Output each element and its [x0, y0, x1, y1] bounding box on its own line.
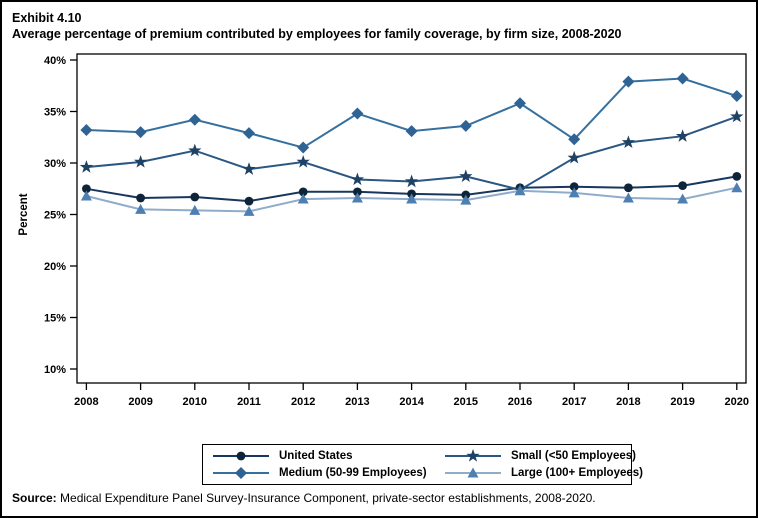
data-point	[350, 172, 365, 186]
legend-label: Large (100+ Employees)	[511, 466, 643, 479]
data-point	[678, 181, 687, 191]
x-tick-label: 2012	[291, 396, 315, 408]
y-tick-label: 20%	[44, 261, 66, 273]
line-chart: 40% 35% 30% 25% 20% 15% 10% 2008 2009 2010 2011 201…	[18, 53, 749, 408]
data-point	[79, 160, 94, 173]
data-point	[730, 109, 744, 123]
exhibit-number: Exhibit 4.10	[12, 11, 82, 25]
data-point	[296, 154, 310, 168]
data-point	[244, 196, 254, 206]
legend-marker	[235, 466, 247, 479]
x-tick-label: 2017	[562, 396, 586, 408]
data-point	[80, 124, 93, 137]
data-point	[675, 129, 690, 142]
data-point	[624, 183, 633, 193]
data-point	[136, 193, 146, 203]
data-point	[242, 162, 256, 175]
y-axis-label: Percent	[18, 193, 30, 235]
data-point	[568, 187, 580, 198]
source-note: Source: Medical Expenditure Panel Survey…	[12, 491, 596, 505]
source-label: Source:	[12, 491, 57, 505]
data-point	[569, 182, 579, 192]
legend-item: Medium (50-99 Employees)	[213, 464, 445, 481]
triangle-marker-icon	[445, 467, 501, 477]
data-point	[730, 90, 743, 103]
data-point	[188, 143, 202, 157]
data-point	[514, 97, 526, 110]
x-tick-label: 2009	[128, 396, 152, 408]
data-point	[80, 190, 92, 201]
x-tick-label: 2020	[725, 396, 749, 408]
chart-legend: United States Small (<50 Employees) Medium…	[202, 444, 643, 485]
x-tick-label: 2019	[670, 396, 694, 408]
legend-label: Small (<50 Employees)	[511, 449, 636, 462]
series-line-1	[86, 77, 738, 149]
data-point	[731, 182, 743, 193]
x-tick-label: 2011	[237, 396, 261, 408]
x-tick-label: 2018	[616, 396, 640, 408]
y-tick-label: 35%	[44, 107, 66, 119]
legend-label: United States	[279, 449, 353, 462]
data-point	[460, 194, 472, 205]
data-point	[135, 203, 147, 214]
data-point	[297, 141, 310, 154]
data-point	[404, 174, 419, 188]
circle-marker-icon	[213, 451, 269, 460]
data-point	[189, 204, 201, 215]
chart-title: Average percentage of premium contribute…	[12, 27, 622, 41]
x-tick-label: 2016	[508, 396, 532, 408]
data-point	[677, 193, 689, 204]
data-point	[622, 75, 635, 88]
source-text: Medical Expenditure Panel Survey-Insuran…	[56, 491, 596, 505]
star-marker-icon	[445, 448, 501, 462]
x-tick-label: 2010	[183, 396, 207, 408]
legend-item: Large (100+ Employees)	[445, 464, 643, 481]
data-point	[622, 192, 634, 203]
data-point	[567, 150, 581, 164]
data-point	[134, 126, 147, 139]
legend-item: Small (<50 Employees)	[445, 447, 643, 464]
x-tick-label: 2008	[74, 396, 98, 408]
data-point	[568, 133, 581, 146]
data-point	[405, 125, 418, 138]
data-point	[406, 193, 418, 204]
x-tick-label: 2015	[454, 396, 478, 408]
y-tick-label: 40%	[44, 55, 66, 67]
data-point	[243, 127, 255, 140]
legend-marker	[466, 448, 480, 462]
y-tick-label: 15%	[44, 313, 66, 325]
y-tick-label: 25%	[44, 210, 66, 222]
data-point	[514, 185, 526, 196]
data-point	[459, 169, 473, 183]
data-point	[676, 72, 689, 85]
data-point	[351, 107, 364, 120]
x-tick-label: 2014	[399, 396, 424, 408]
data-point	[297, 193, 309, 204]
title-block: Exhibit 4.10 Average percentage of premi…	[12, 10, 752, 42]
data-point	[298, 187, 308, 197]
data-point	[732, 171, 742, 181]
legend-marker	[236, 451, 246, 460]
legend-marker	[467, 467, 479, 477]
legend-item: United States	[213, 447, 445, 464]
data-point	[82, 184, 91, 194]
data-point	[459, 119, 472, 132]
data-point	[621, 135, 636, 149]
x-tick-label: 2013	[345, 396, 369, 408]
series-diamond	[80, 72, 743, 154]
y-tick-label: 30%	[44, 158, 66, 170]
data-point	[190, 192, 200, 202]
diamond-marker-icon	[213, 466, 269, 479]
data-point	[243, 205, 255, 216]
data-point	[351, 192, 363, 203]
plot-frame	[76, 53, 747, 384]
y-tick-label: 10%	[44, 364, 66, 376]
series-triangle	[80, 182, 743, 216]
data-point	[133, 154, 148, 168]
legend-label: Medium (50-99 Employees)	[279, 466, 427, 479]
data-point	[353, 187, 362, 197]
data-point	[188, 113, 201, 126]
